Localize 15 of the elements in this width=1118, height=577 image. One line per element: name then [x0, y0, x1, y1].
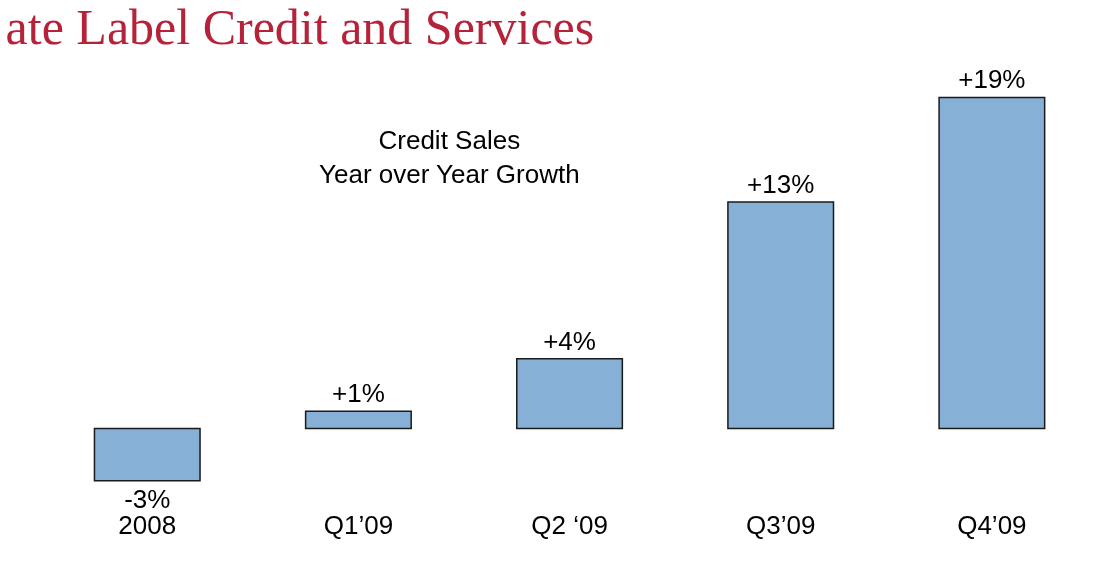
x-tick-label: Q4’09 [957, 510, 1027, 540]
x-tick-label: Q2 ‘09 [531, 510, 608, 540]
data-label: +19% [958, 64, 1026, 95]
x-tick-label: Q3’09 [746, 510, 816, 540]
bar [516, 358, 624, 430]
chart-title: ate Label Credit and Services [5, 0, 595, 55]
bar [727, 201, 835, 430]
x-tick-label: Q1’09 [323, 510, 394, 540]
bar [93, 427, 201, 482]
bar [938, 96, 1046, 430]
data-label: +1% [332, 378, 385, 409]
bar [304, 410, 412, 430]
text: Credit Sales Year over Year Growth [319, 125, 580, 189]
data-label: +13% [747, 169, 815, 199]
data-label: +4% [543, 325, 596, 356]
